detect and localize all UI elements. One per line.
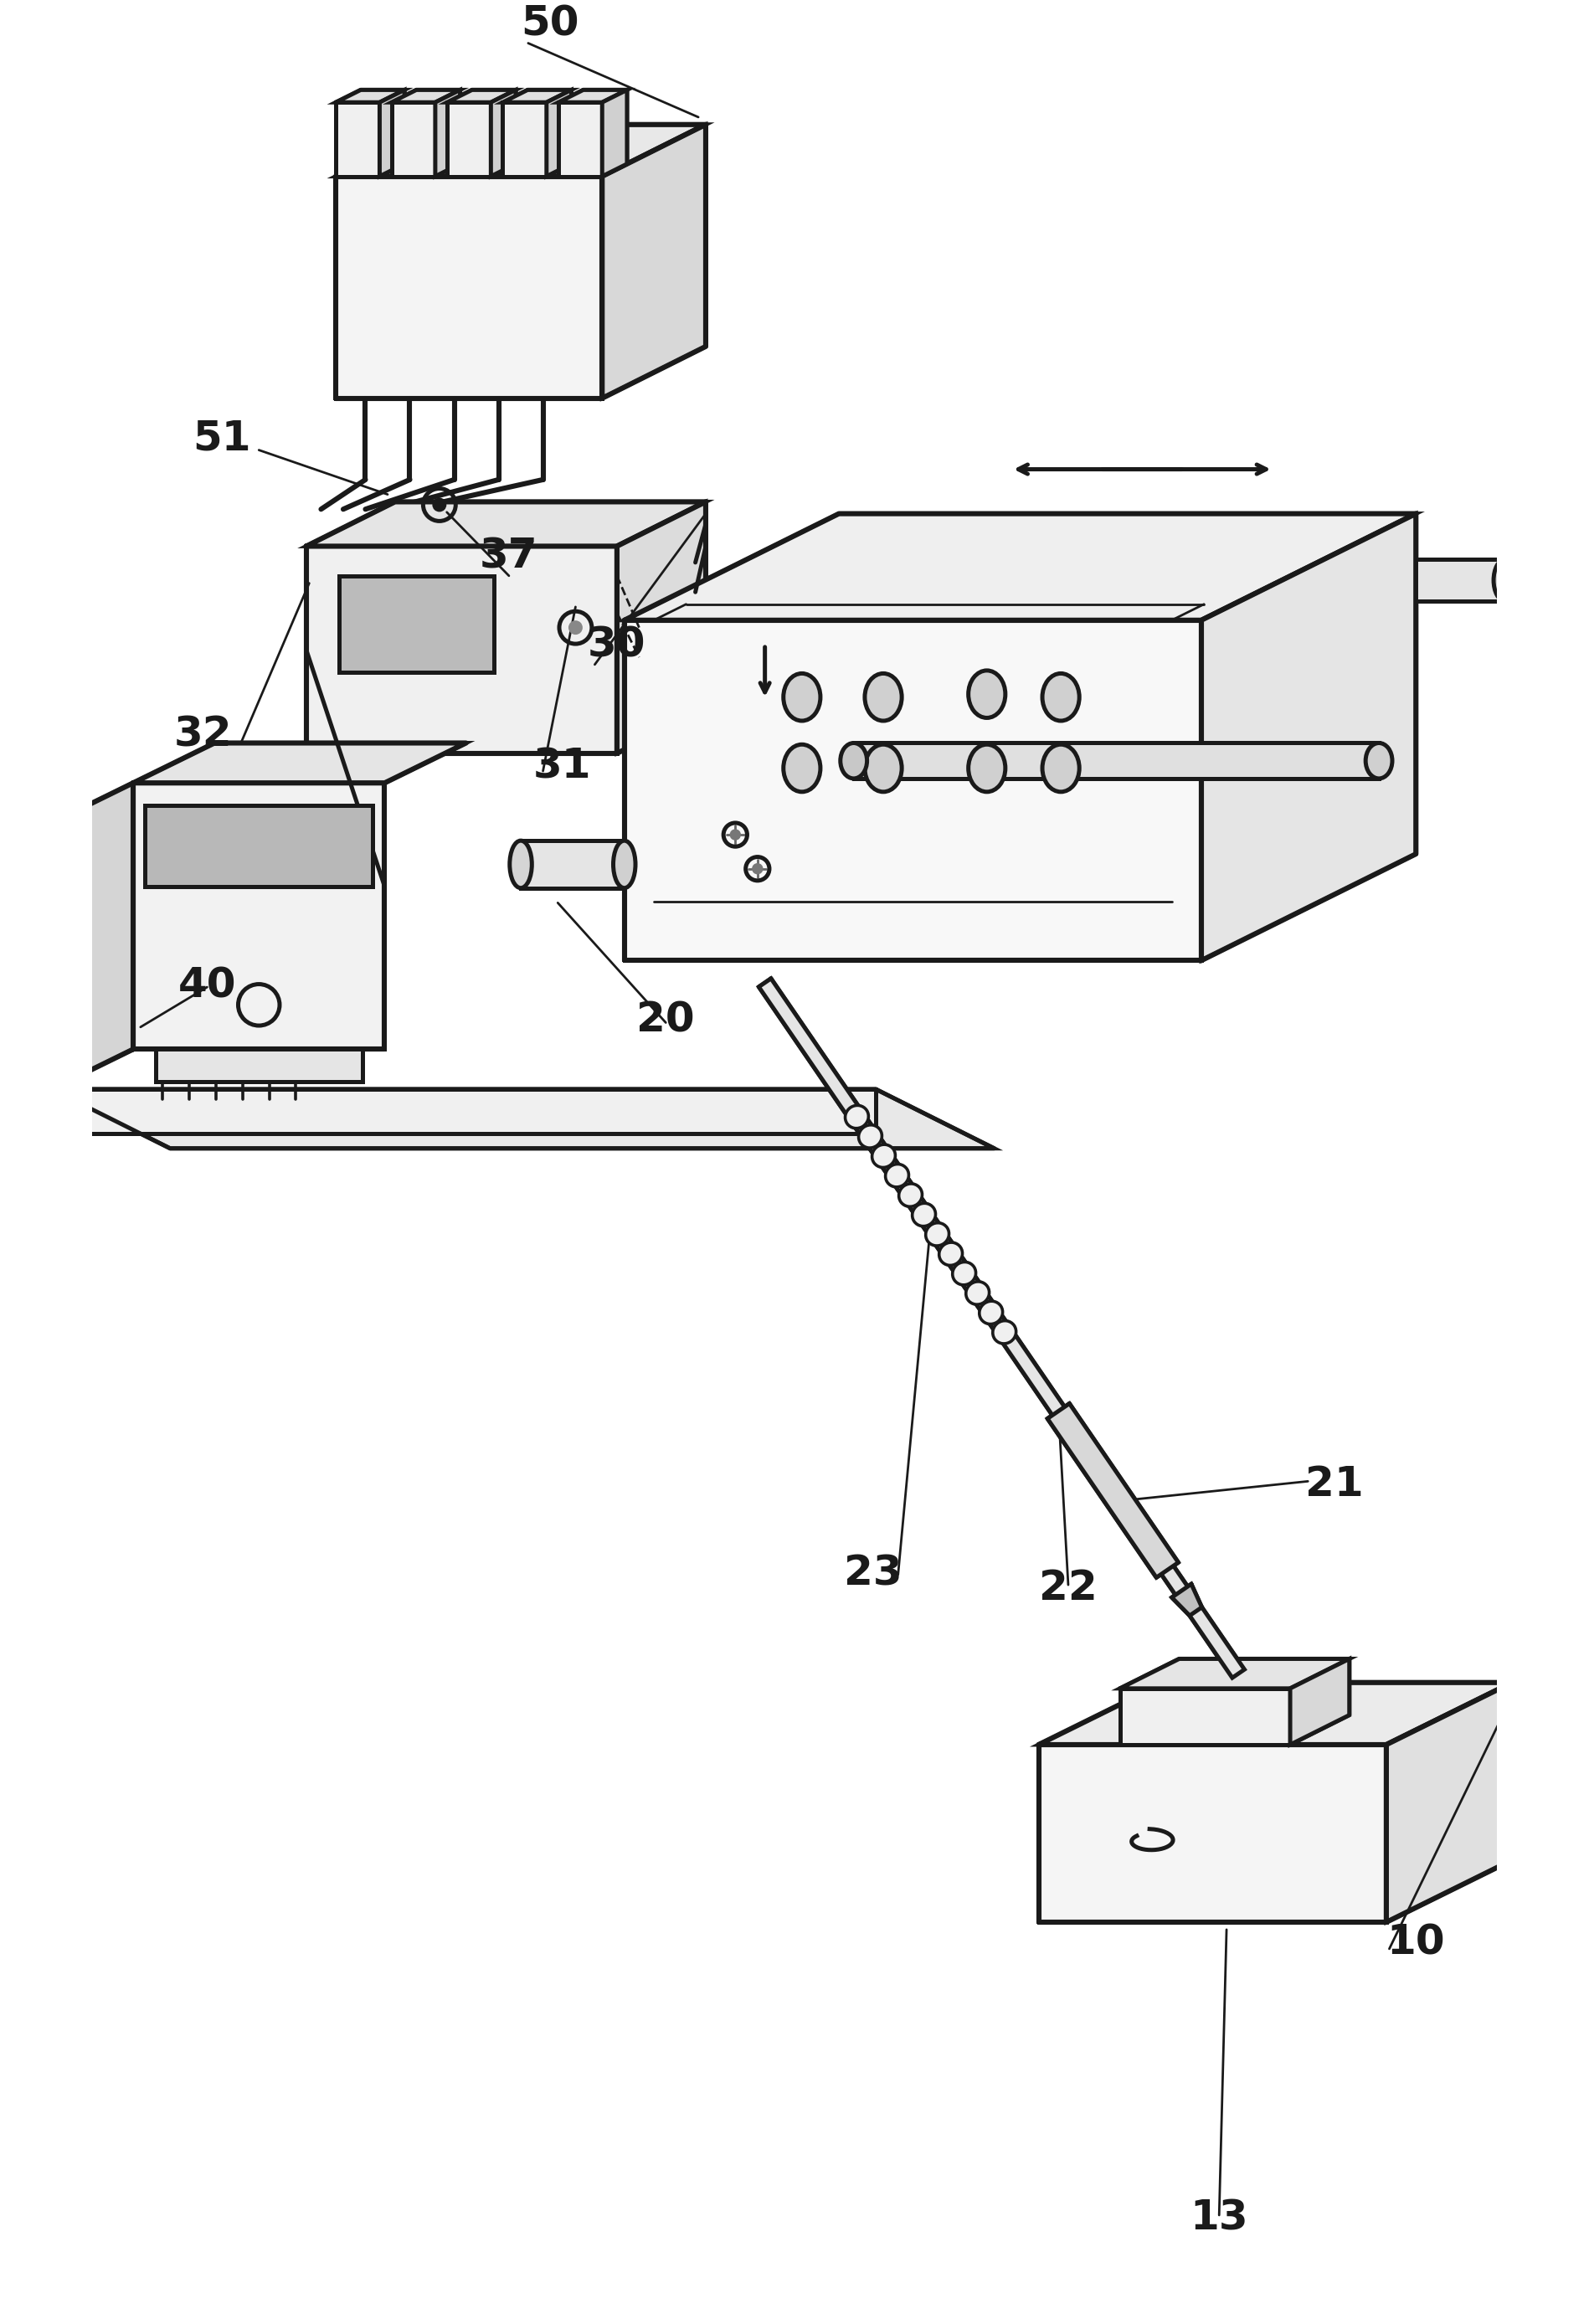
Ellipse shape: [993, 1320, 1015, 1343]
Polygon shape: [335, 177, 602, 397]
Polygon shape: [521, 841, 624, 888]
Text: 22: 22: [1039, 1569, 1098, 1608]
Polygon shape: [1386, 1683, 1513, 1922]
Text: 37: 37: [480, 537, 539, 576]
Polygon shape: [156, 1048, 362, 1081]
Polygon shape: [1171, 1585, 1201, 1615]
Polygon shape: [624, 514, 1416, 621]
Polygon shape: [547, 91, 572, 177]
Text: 31: 31: [532, 746, 591, 788]
Ellipse shape: [1494, 560, 1516, 602]
Ellipse shape: [783, 744, 820, 792]
Text: 32: 32: [173, 713, 232, 755]
Circle shape: [569, 621, 582, 634]
Polygon shape: [435, 91, 461, 177]
Ellipse shape: [872, 1143, 895, 1167]
Polygon shape: [447, 91, 516, 102]
Polygon shape: [52, 783, 133, 1090]
Text: 30: 30: [588, 625, 647, 665]
Ellipse shape: [968, 744, 1006, 792]
Polygon shape: [52, 1090, 995, 1148]
Ellipse shape: [864, 674, 903, 720]
Text: 13: 13: [1190, 2199, 1249, 2238]
Polygon shape: [602, 91, 628, 177]
Polygon shape: [760, 978, 1244, 1678]
Ellipse shape: [952, 1262, 976, 1285]
Polygon shape: [1120, 1690, 1290, 1745]
Ellipse shape: [841, 744, 868, 779]
Polygon shape: [380, 91, 405, 177]
Ellipse shape: [510, 841, 532, 888]
Text: 21: 21: [1305, 1464, 1363, 1504]
Polygon shape: [558, 102, 602, 177]
Polygon shape: [602, 125, 706, 397]
Text: 10: 10: [1387, 1922, 1444, 1964]
Ellipse shape: [864, 744, 903, 792]
Polygon shape: [335, 125, 706, 177]
Ellipse shape: [1042, 744, 1079, 792]
Polygon shape: [307, 546, 617, 753]
Ellipse shape: [613, 841, 636, 888]
Ellipse shape: [939, 1243, 963, 1264]
Ellipse shape: [912, 1204, 936, 1227]
Polygon shape: [502, 91, 572, 102]
Ellipse shape: [966, 1281, 990, 1304]
Polygon shape: [1039, 1745, 1386, 1922]
Polygon shape: [338, 576, 494, 672]
Ellipse shape: [1365, 744, 1392, 779]
Ellipse shape: [885, 1164, 909, 1188]
Polygon shape: [491, 91, 516, 177]
Polygon shape: [391, 102, 435, 177]
Polygon shape: [853, 744, 1379, 779]
Polygon shape: [133, 744, 466, 783]
Polygon shape: [1290, 1659, 1349, 1745]
Ellipse shape: [968, 672, 1006, 718]
Text: 50: 50: [521, 5, 580, 44]
Text: 20: 20: [637, 999, 694, 1039]
Polygon shape: [1120, 1659, 1349, 1690]
Text: 40: 40: [178, 967, 237, 1006]
Polygon shape: [1416, 560, 1505, 602]
Ellipse shape: [1042, 674, 1079, 720]
Polygon shape: [391, 91, 461, 102]
Polygon shape: [1039, 1683, 1513, 1745]
Polygon shape: [558, 91, 628, 102]
Polygon shape: [335, 91, 405, 102]
Text: 51: 51: [192, 418, 251, 458]
Circle shape: [434, 500, 445, 511]
Polygon shape: [52, 1090, 876, 1134]
Ellipse shape: [926, 1222, 949, 1246]
Polygon shape: [145, 804, 373, 885]
Polygon shape: [307, 502, 706, 546]
Polygon shape: [447, 102, 491, 177]
Polygon shape: [1201, 514, 1416, 960]
Ellipse shape: [899, 1183, 922, 1206]
Polygon shape: [133, 783, 385, 1048]
Polygon shape: [1047, 1404, 1179, 1578]
Polygon shape: [335, 102, 380, 177]
Ellipse shape: [858, 1125, 882, 1148]
Ellipse shape: [979, 1301, 1003, 1325]
Text: 23: 23: [844, 1552, 903, 1594]
Circle shape: [753, 865, 763, 874]
Ellipse shape: [845, 1106, 869, 1127]
Polygon shape: [502, 102, 547, 177]
Circle shape: [731, 830, 740, 839]
Polygon shape: [624, 621, 1201, 960]
Ellipse shape: [783, 674, 820, 720]
Polygon shape: [617, 502, 706, 753]
